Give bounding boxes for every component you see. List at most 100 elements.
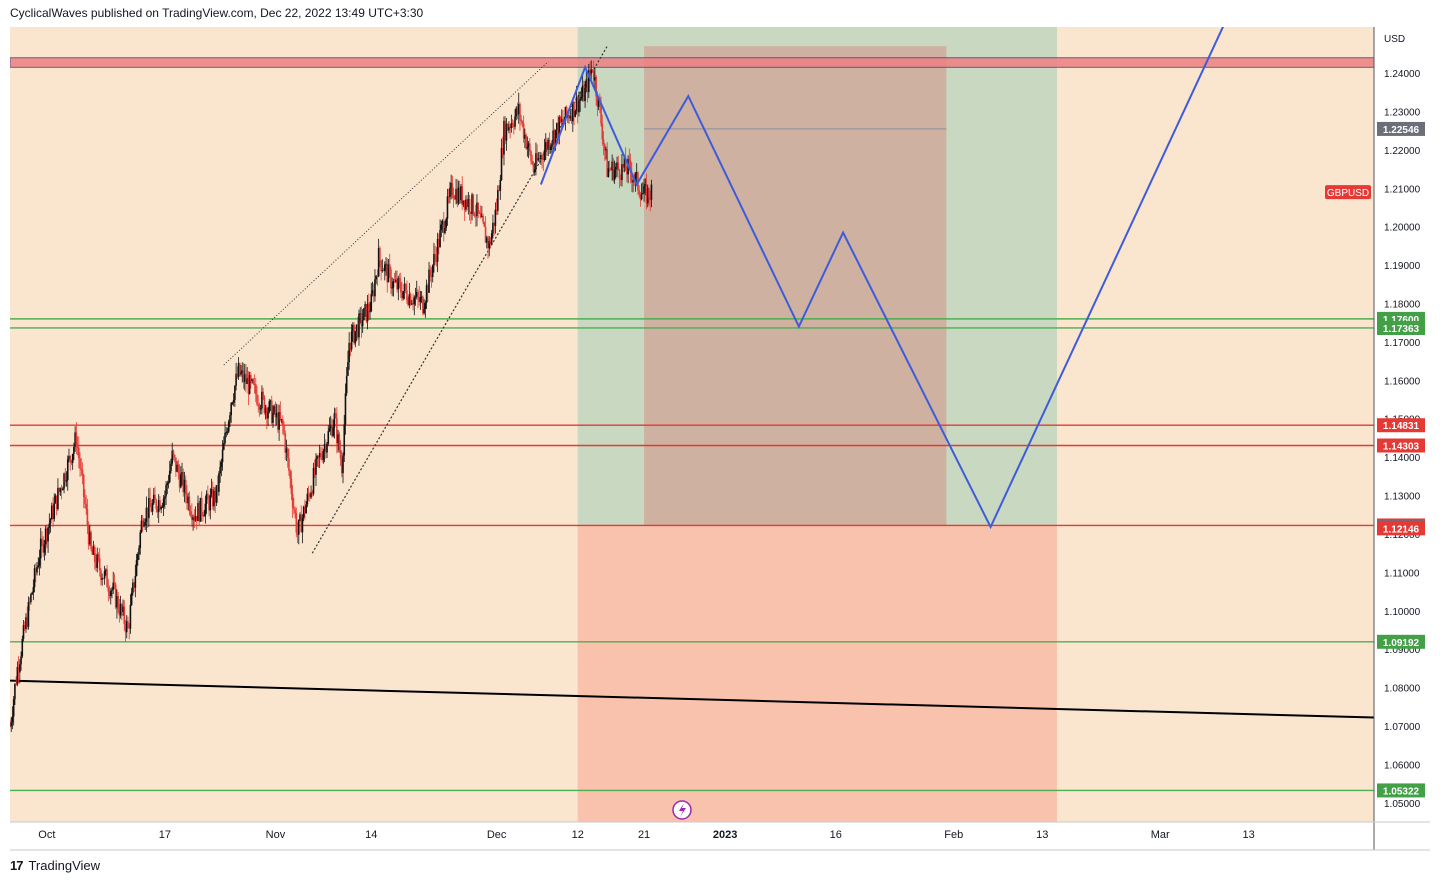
candle: [398, 273, 401, 289]
candle-body: [524, 134, 526, 139]
candle: [607, 161, 610, 178]
candle-body: [97, 554, 100, 559]
candle-body: [445, 218, 448, 228]
candle-body: [203, 515, 205, 517]
candle-body: [213, 490, 215, 507]
candle: [189, 505, 192, 518]
candle: [132, 578, 134, 596]
candle: [580, 87, 583, 101]
candle: [258, 402, 261, 417]
candle-body: [398, 278, 401, 283]
candle-body: [209, 494, 212, 511]
candle-body: [626, 170, 628, 175]
candle-body: [570, 115, 573, 122]
candle: [41, 531, 43, 547]
candle-body: [527, 143, 530, 147]
candle: [387, 258, 390, 283]
y-tick-label: 1.14000: [1384, 453, 1421, 464]
candle-body: [340, 458, 343, 474]
candle: [232, 393, 235, 407]
candle-body: [457, 187, 460, 204]
candle: [113, 573, 116, 590]
candle: [592, 60, 595, 85]
candle: [644, 178, 647, 196]
x-tick-label: Oct: [38, 829, 55, 841]
candle-body: [62, 488, 64, 491]
candle-body: [160, 506, 162, 510]
candle-body: [428, 269, 430, 293]
level-badge-1.14831-bg: [1377, 418, 1425, 433]
candle: [150, 499, 153, 513]
candle: [122, 599, 124, 616]
candle-body: [304, 506, 306, 514]
candle-body: [557, 123, 559, 138]
currency-label: USD: [1384, 34, 1405, 45]
candle: [81, 462, 84, 485]
candle-body: [180, 474, 182, 488]
candle-body: [572, 101, 574, 122]
time-axis[interactable]: Oct 17 Nov 14 Dec 12 21 2023 16 Feb 13 Mar 13: [38, 829, 1254, 841]
candle-body: [223, 443, 225, 450]
candle-body: [494, 209, 497, 226]
price-badge-1.12146-text: 1.12146: [1383, 524, 1420, 535]
candle-body: [245, 374, 247, 384]
candle: [621, 154, 623, 187]
candle-body: [533, 169, 536, 172]
candle-body: [149, 498, 151, 507]
level-badge-1.14831: 1.14831: [1377, 418, 1425, 433]
candle-body: [230, 403, 232, 416]
symbol-tag[interactable]: GBPUSD: [1325, 185, 1371, 200]
candle-body: [430, 275, 433, 278]
level-badge-1.17363-text: 1.17363: [1383, 324, 1420, 335]
candle: [505, 118, 508, 151]
candle-body: [119, 604, 122, 616]
candle-body: [356, 324, 359, 338]
candle: [243, 363, 246, 391]
candle: [78, 436, 80, 469]
candle: [102, 577, 105, 580]
candle-body: [136, 554, 139, 561]
candle-body: [33, 568, 36, 588]
event-marker-icon[interactable]: [672, 800, 692, 820]
candle: [307, 485, 310, 501]
candle: [42, 536, 44, 557]
candle-body: [522, 123, 525, 139]
candle-body: [333, 413, 336, 428]
candle: [176, 461, 178, 473]
candle-body: [139, 532, 142, 548]
candle: [148, 488, 150, 527]
price-axis[interactable]: USD1.050001.060001.070001.080001.090001.…: [1377, 34, 1425, 810]
candle-body: [256, 394, 258, 405]
candle: [490, 229, 493, 245]
candle: [64, 467, 67, 487]
candle-body: [26, 617, 29, 627]
candle: [431, 264, 434, 283]
candle: [478, 210, 481, 214]
candle: [286, 446, 289, 468]
candle: [353, 322, 355, 346]
candle: [25, 613, 27, 633]
candle-body: [383, 264, 386, 272]
candle-body: [269, 400, 272, 402]
candle: [618, 168, 621, 189]
candle: [348, 332, 350, 370]
candle-body: [331, 425, 333, 437]
candle-body: [54, 495, 57, 504]
candle-body: [173, 455, 176, 458]
plot-area[interactable]: GBPUSD: [9, 19, 1430, 851]
candle-body: [128, 627, 130, 629]
candle-body: [106, 569, 108, 588]
candle: [472, 193, 475, 217]
candle: [375, 274, 377, 285]
candle: [409, 292, 412, 306]
candle-body: [80, 468, 83, 470]
candle-body: [526, 146, 529, 149]
candle-body: [580, 96, 583, 99]
tradingview-logo-icon[interactable]: 17: [10, 858, 24, 873]
candle-body: [11, 716, 14, 723]
candle-body: [38, 558, 41, 566]
candle-body: [312, 467, 315, 494]
candle: [262, 387, 264, 400]
candle: [297, 519, 300, 545]
